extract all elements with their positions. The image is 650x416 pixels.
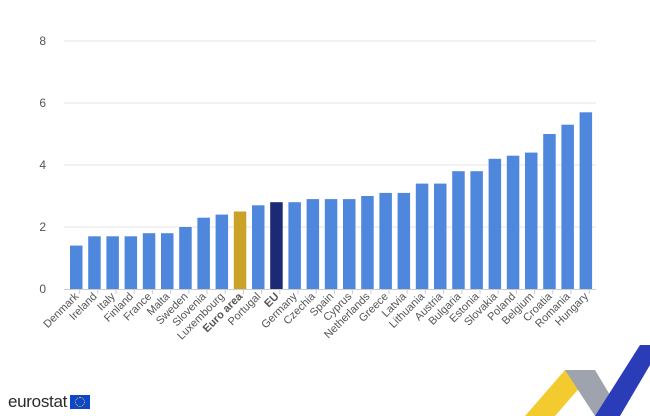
y-tick-label: 0: [39, 282, 46, 296]
bar-hungary: [579, 112, 593, 289]
y-tick-label: 2: [39, 220, 46, 234]
y-tick-label: 6: [39, 96, 46, 110]
bar-euro-area: [233, 211, 247, 289]
bar-portugal: [252, 205, 265, 289]
bar-france: [142, 233, 156, 289]
bar-finland: [124, 236, 138, 289]
bar-germany: [288, 202, 301, 289]
logo-text: eurostat: [8, 392, 68, 411]
y-tick-label: 4: [39, 158, 46, 172]
bar-netherlands: [361, 196, 374, 289]
bar-denmark: [70, 245, 83, 289]
bar-estonia: [470, 171, 483, 289]
bar-austria: [434, 183, 447, 289]
bar-romania: [561, 124, 574, 289]
bar-cyprus: [343, 199, 356, 289]
bar-latvia: [397, 192, 411, 289]
bar-belgium: [525, 152, 538, 289]
bar-lithuania: [415, 183, 429, 289]
eurostat-logo: eurostat: [8, 392, 91, 412]
bar-italy: [106, 236, 119, 289]
bar-poland: [506, 155, 520, 289]
bar-slovenia: [197, 217, 210, 289]
bar-eu: [270, 202, 283, 289]
bar-slovakia: [488, 158, 502, 289]
bar-spain: [324, 199, 338, 289]
bar-sweden: [179, 227, 192, 289]
bar-luxembourg: [215, 214, 229, 289]
decorative-chevron-icon: [525, 345, 650, 416]
bar-croatia: [543, 134, 556, 289]
bar-greece: [379, 192, 392, 289]
bar-czechia: [306, 199, 320, 289]
eu-flag-icon: [70, 395, 91, 409]
bar-bulgaria: [452, 171, 465, 289]
bar-malta: [161, 233, 174, 289]
y-tick-label: 8: [39, 34, 46, 48]
bar-ireland: [88, 236, 101, 289]
